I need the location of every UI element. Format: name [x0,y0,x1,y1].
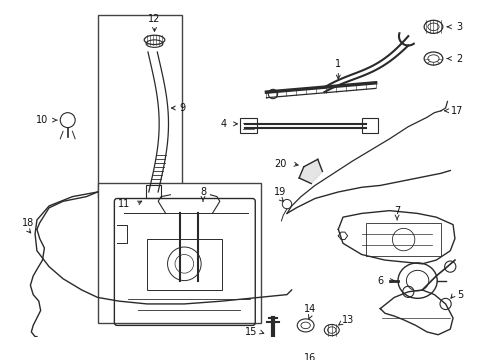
Text: 4: 4 [220,119,226,129]
Text: 5: 5 [457,289,464,300]
Text: 20: 20 [274,159,287,169]
Text: 3: 3 [457,22,463,32]
Text: 13: 13 [342,315,354,325]
Text: 6: 6 [377,276,383,285]
Text: 16: 16 [304,353,317,360]
Bar [146,185,161,198]
Bar [98,183,261,323]
Text: 17: 17 [451,106,463,116]
Text: 7: 7 [394,206,400,216]
Bar [362,118,378,133]
Bar [98,15,182,197]
Polygon shape [299,159,322,184]
Text: 1: 1 [335,59,342,69]
Bar [147,239,221,290]
Bar [240,118,257,133]
Text: 9: 9 [179,103,186,113]
Text: 15: 15 [245,327,258,337]
Text: 19: 19 [274,187,287,197]
Text: 14: 14 [304,303,317,314]
Bar [367,223,441,256]
Text: 12: 12 [148,14,161,24]
Text: 18: 18 [22,218,34,228]
Text: 11: 11 [118,199,130,209]
Text: 8: 8 [200,187,206,197]
Text: 10: 10 [36,115,49,125]
Text: 2: 2 [457,54,463,64]
